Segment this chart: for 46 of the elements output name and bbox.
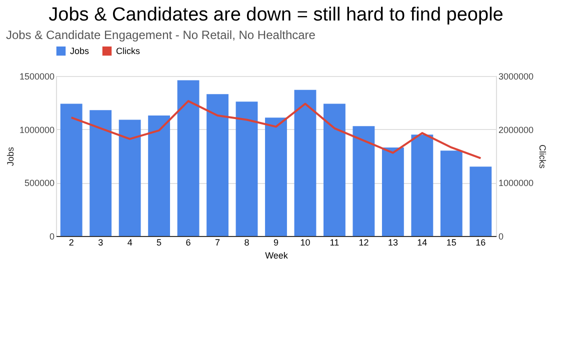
x-tick-label: 8	[244, 238, 250, 248]
x-tick-label: 5	[156, 238, 162, 248]
y2-tick-label: 2000000	[498, 124, 534, 135]
line-series	[70, 100, 482, 160]
bar	[294, 90, 316, 236]
y-tick-label: 500000	[24, 178, 54, 188]
y2-tick-label: 1000000	[498, 178, 534, 188]
bar	[324, 104, 346, 236]
x-tick-label: 2	[68, 238, 74, 248]
bar	[470, 166, 492, 236]
bar	[265, 118, 287, 236]
y-tick-label: 1000000	[19, 124, 54, 135]
y-tick-label: 1500000	[19, 72, 54, 82]
y2-tick-label: 3000000	[498, 72, 534, 82]
bar	[148, 115, 170, 236]
x-tick-label: 14	[417, 238, 428, 248]
chart-title: Jobs & Candidates are down = still hard to find people	[48, 4, 504, 26]
chart-subtitle: Jobs & Candidate Engagement - No Retail, No Healthcare	[6, 28, 316, 42]
legend-label: Jobs	[70, 46, 90, 56]
x-tick-label: 3	[98, 238, 104, 248]
bar	[236, 102, 258, 236]
x-tick-label: 16	[476, 238, 486, 248]
x-tick-label: 7	[215, 238, 220, 248]
x-tick-label: 9	[273, 238, 279, 248]
x-tick-label: 10	[300, 238, 310, 248]
bar	[177, 80, 200, 236]
bar	[60, 104, 82, 236]
x-axis-title: Week	[265, 250, 288, 260]
y2-axis-title: Clicks	[538, 144, 548, 169]
bar	[382, 147, 404, 236]
x-tick-label: 12	[358, 238, 369, 248]
x-tick-label: 4	[127, 238, 132, 248]
y-axis-title: Jobs	[5, 146, 16, 166]
bar	[206, 94, 228, 236]
legend-label: Clicks	[116, 46, 140, 56]
bar	[411, 134, 434, 236]
bar	[90, 110, 112, 236]
x-tick-label: 13	[388, 238, 398, 248]
bar	[440, 150, 462, 236]
y-tick-label: 0	[49, 232, 54, 242]
x-tick-label: 15	[446, 238, 456, 248]
y2-tick-label: 0	[498, 232, 504, 242]
bar	[118, 120, 141, 236]
x-tick-label: 6	[186, 238, 191, 248]
x-tick-label: 11	[330, 238, 340, 248]
bar	[352, 126, 375, 236]
